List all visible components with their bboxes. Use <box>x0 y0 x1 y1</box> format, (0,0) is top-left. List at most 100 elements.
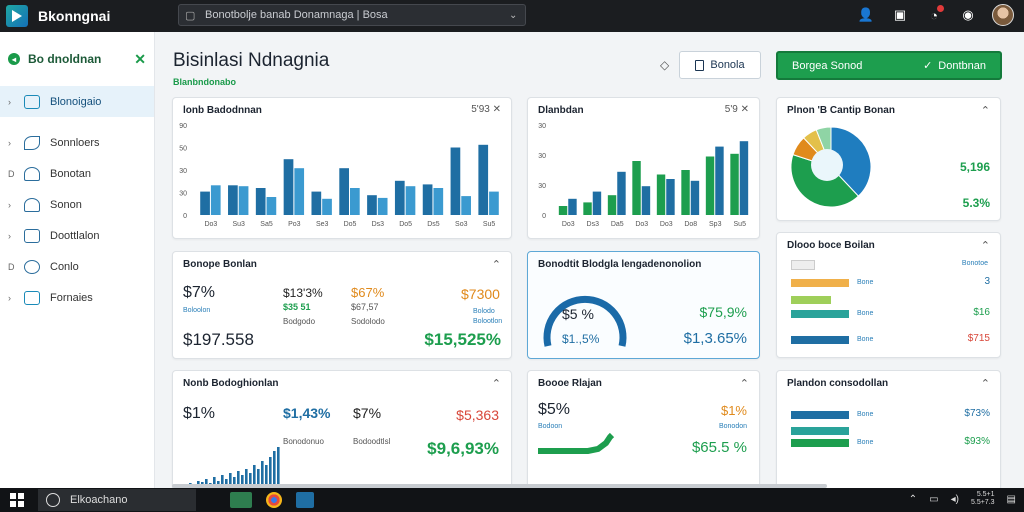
document-icon[interactable]: ▣ <box>893 7 907 22</box>
sidebar-item-6[interactable]: › Fornaies <box>0 282 154 313</box>
x-tick-label: Da5 <box>611 221 624 228</box>
stat-s1: Boloolon <box>183 307 211 314</box>
chevron-right-icon: D <box>8 168 15 179</box>
search-input[interactable]: ▢ Bonotbolje banab Donamnaga | Bosa ⌄ <box>178 4 526 26</box>
collapse-icon[interactable]: ⌃ <box>491 259 501 271</box>
mini-bar <box>221 475 224 491</box>
sidebar-item-4[interactable]: › Doottlalon <box>0 220 154 251</box>
primary-button[interactable]: Borgea Sonod ✓ Dontbnan <box>776 51 1002 80</box>
app-icon[interactable] <box>296 492 314 508</box>
bar <box>583 202 592 215</box>
card-title: lonb Badodnnan <box>183 105 262 116</box>
stat-a1: $7% <box>183 284 216 301</box>
card-title: Bonodtit Blodgla lengadenonolion <box>538 259 702 270</box>
collapse-icon[interactable]: ⌃ <box>980 240 990 252</box>
sidebar-item-3[interactable]: › Sonon <box>0 189 154 220</box>
card-meta[interactable]: 5'93 ✕ <box>471 104 501 115</box>
chevron-up-icon[interactable]: ⌃ <box>908 493 918 505</box>
page-title: Bisinlasi Ndnagnia <box>173 50 330 71</box>
y-tick-label: 0 <box>183 213 187 220</box>
card-title: Dlanbdan <box>538 105 584 116</box>
x-tick-label: Ds5 <box>427 221 440 228</box>
bar <box>339 168 349 215</box>
chevron-right-icon: › <box>8 137 11 148</box>
bar <box>228 185 238 215</box>
close-icon[interactable]: ✕ <box>134 50 146 67</box>
card-title: Bonope Bonlan <box>183 259 257 270</box>
avatar[interactable] <box>992 4 1014 26</box>
app-logo-icon <box>6 5 28 27</box>
card-bar-chart-2: Dlanbdan 5'9 ✕ 30 30 30 0 Do3 Ds3 Da5 Do3 Do3 Do8… <box>527 97 760 239</box>
file-explorer-icon[interactable] <box>230 492 252 508</box>
card-gauge[interactable]: Bonodtit Blodgla lengadenonolion $5 % $1… <box>527 251 760 359</box>
bar-chart-2: 30 30 30 0 Do3 Ds3 Da5 Do3 Do3 Do8 Sp3 Su5 <box>538 123 749 228</box>
network-icon[interactable]: ▭ <box>929 493 939 505</box>
sidebar-item-dashboard[interactable]: › Blonoigaio <box>0 86 154 117</box>
back-icon[interactable]: ◂ <box>8 53 20 65</box>
volume-icon[interactable]: ◂) <box>950 493 959 505</box>
stat-a1: $1% <box>183 405 216 422</box>
chevron-down-icon[interactable]: ⌄ <box>509 9 518 21</box>
notification-dot <box>937 5 944 12</box>
y-tick-label: 30 <box>538 153 546 160</box>
collapse-icon[interactable]: ⌃ <box>980 378 990 390</box>
card-hbars-2: Plandon consodollan ⌃ Bone $73% Bone $93… <box>776 370 1001 502</box>
sidebar-item-label: Doottlalon <box>50 229 100 242</box>
user-icon[interactable]: 👤 <box>857 7 875 22</box>
bar <box>558 206 568 215</box>
chevron-right-icon: › <box>8 96 11 107</box>
bar <box>210 185 221 215</box>
bar <box>681 170 690 215</box>
card-meta[interactable]: 5'9 ✕ <box>724 104 749 115</box>
main-content: Bisinlasi Ndnagnia Blanbndonabo ◇ Bonola… <box>155 32 1024 502</box>
x-tick-label: Ds3 <box>372 221 385 228</box>
stat-s3: Sodolodo <box>351 317 385 326</box>
bar <box>715 146 724 215</box>
x-tick-label: So3 <box>455 221 468 228</box>
check-icon: ✓ <box>923 60 933 72</box>
browser-icon[interactable] <box>266 492 282 508</box>
stat-s5: Bolootlon <box>473 318 503 325</box>
search-query: Bonotbolje banab Donamnaga | Bosa <box>205 9 388 21</box>
bar <box>632 161 641 215</box>
collapse-icon[interactable]: ⌃ <box>739 378 749 390</box>
horizontal-scrollbar[interactable] <box>172 484 827 488</box>
settings-icon[interactable]: ◉ <box>962 7 974 22</box>
mini-bar <box>253 465 256 491</box>
x-tick-label: Ds3 <box>587 221 600 228</box>
trend-line <box>538 432 615 454</box>
windows-start-icon[interactable] <box>10 493 24 507</box>
sidebar-header: ◂ Bo dnoldnan ✕ <box>0 32 154 86</box>
card-title: Boooe Rlajan <box>538 378 602 389</box>
hbar-1b <box>791 427 849 435</box>
hbar-value-3: $715 <box>967 333 990 344</box>
bar <box>238 186 249 215</box>
collapse-icon[interactable]: ⌃ <box>491 378 501 390</box>
card-title: Plnon 'B Cantip Bonan <box>787 105 895 116</box>
hbar-label-3: Bone <box>857 336 874 343</box>
notifications-icon[interactable]: ▤ <box>1006 493 1016 505</box>
clock[interactable]: 5.5+1 5.5+7.3 <box>971 491 995 507</box>
y-tick-label: 30 <box>538 123 546 130</box>
bar <box>200 191 210 215</box>
legend-swatch <box>791 260 815 270</box>
bell-icon[interactable]: ◔ <box>924 5 944 25</box>
sidebar-item-2[interactable]: D Bonotan <box>0 158 154 189</box>
x-tick-label: Do8 <box>684 221 697 228</box>
bar <box>422 184 433 215</box>
taskbar-search[interactable]: Elkoachano <box>38 489 196 511</box>
bar <box>255 188 266 215</box>
title-bar: Bkonngnai ▢ Bonotbolje banab Donamnaga |… <box>0 0 1024 32</box>
bar <box>666 179 675 215</box>
sidebar-item-5[interactable]: D Conlo <box>0 251 154 282</box>
stat-a3: $67% <box>351 285 385 300</box>
card-title: Plandon consodollan <box>787 378 889 389</box>
sidebar-item-1[interactable]: › Sonnloers <box>0 127 154 158</box>
bar <box>730 153 739 215</box>
outline-button[interactable]: Bonola <box>679 51 761 79</box>
sidebar-item-label: Blonoigaio <box>50 95 102 108</box>
hbar-label-2: Bone <box>857 310 874 317</box>
link-icon[interactable]: ◇ <box>660 58 670 72</box>
x-tick-label: Sp3 <box>709 221 722 228</box>
collapse-icon[interactable]: ⌃ <box>980 105 990 117</box>
